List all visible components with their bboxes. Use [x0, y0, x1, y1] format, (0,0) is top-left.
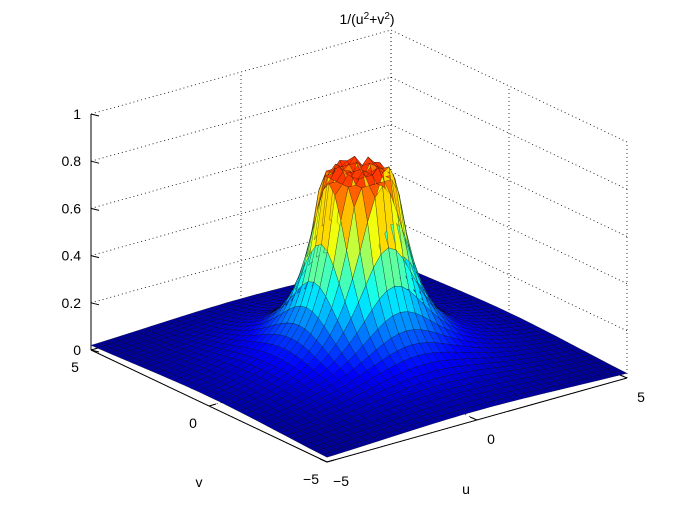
x-tick-label: 0 — [487, 431, 495, 447]
z-tick-label: 0.6 — [62, 200, 82, 216]
y-tick-mark — [90, 347, 99, 351]
y-tick-mark — [326, 459, 335, 463]
z-tick-mark — [90, 349, 100, 353]
grid-line — [390, 171, 628, 284]
y-tick-mark — [208, 403, 217, 407]
axes-layer — [90, 113, 628, 463]
y-tick-label: −5 — [303, 471, 319, 487]
z-tick-mark — [90, 160, 100, 164]
z-tick-label: 0.2 — [62, 295, 82, 311]
title-tail: ) — [390, 11, 395, 27]
x-tick-mark — [619, 374, 628, 379]
z-tick-label: 0 — [73, 342, 81, 358]
title-exponent-1: 2 — [364, 11, 370, 22]
z-tick-label: 0.8 — [62, 153, 82, 169]
z-tick-label: 0.4 — [62, 248, 82, 264]
title-exponent-2: 2 — [384, 11, 390, 22]
z-tick-mark — [90, 255, 100, 259]
x-axis-label: u — [462, 481, 470, 497]
chart-title: 1/(u2+v2) — [339, 11, 394, 28]
z-tick-mark — [90, 113, 100, 117]
grid-line — [90, 29, 392, 115]
y-tick-label: 0 — [189, 415, 197, 431]
surface-mesh — [90, 155, 628, 458]
title-mid: +v — [369, 11, 384, 27]
z-tick-label: 1 — [73, 106, 81, 122]
x-tick-mark — [469, 416, 478, 421]
z-tick-mark — [90, 302, 100, 306]
tick-labels: 00.20.40.60.81−505−505 — [62, 106, 646, 489]
x-tick-mark — [319, 458, 328, 463]
x-tick-label: 5 — [637, 389, 645, 405]
surface-cell — [613, 370, 628, 376]
x-tick-label: −5 — [333, 473, 349, 489]
y-axis-label: v — [196, 474, 203, 490]
title-lead: 1/(u — [339, 11, 363, 27]
z-tick-mark — [90, 207, 100, 211]
y-tick-label: 5 — [71, 359, 79, 375]
